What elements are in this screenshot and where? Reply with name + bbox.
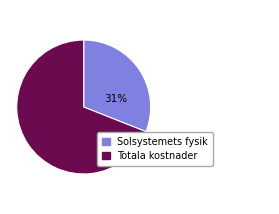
Wedge shape [17, 40, 146, 174]
Wedge shape [84, 40, 151, 132]
Text: 31%: 31% [104, 94, 127, 104]
Legend: Solsystemets fysik, Totala kostnader: Solsystemets fysik, Totala kostnader [97, 132, 213, 166]
